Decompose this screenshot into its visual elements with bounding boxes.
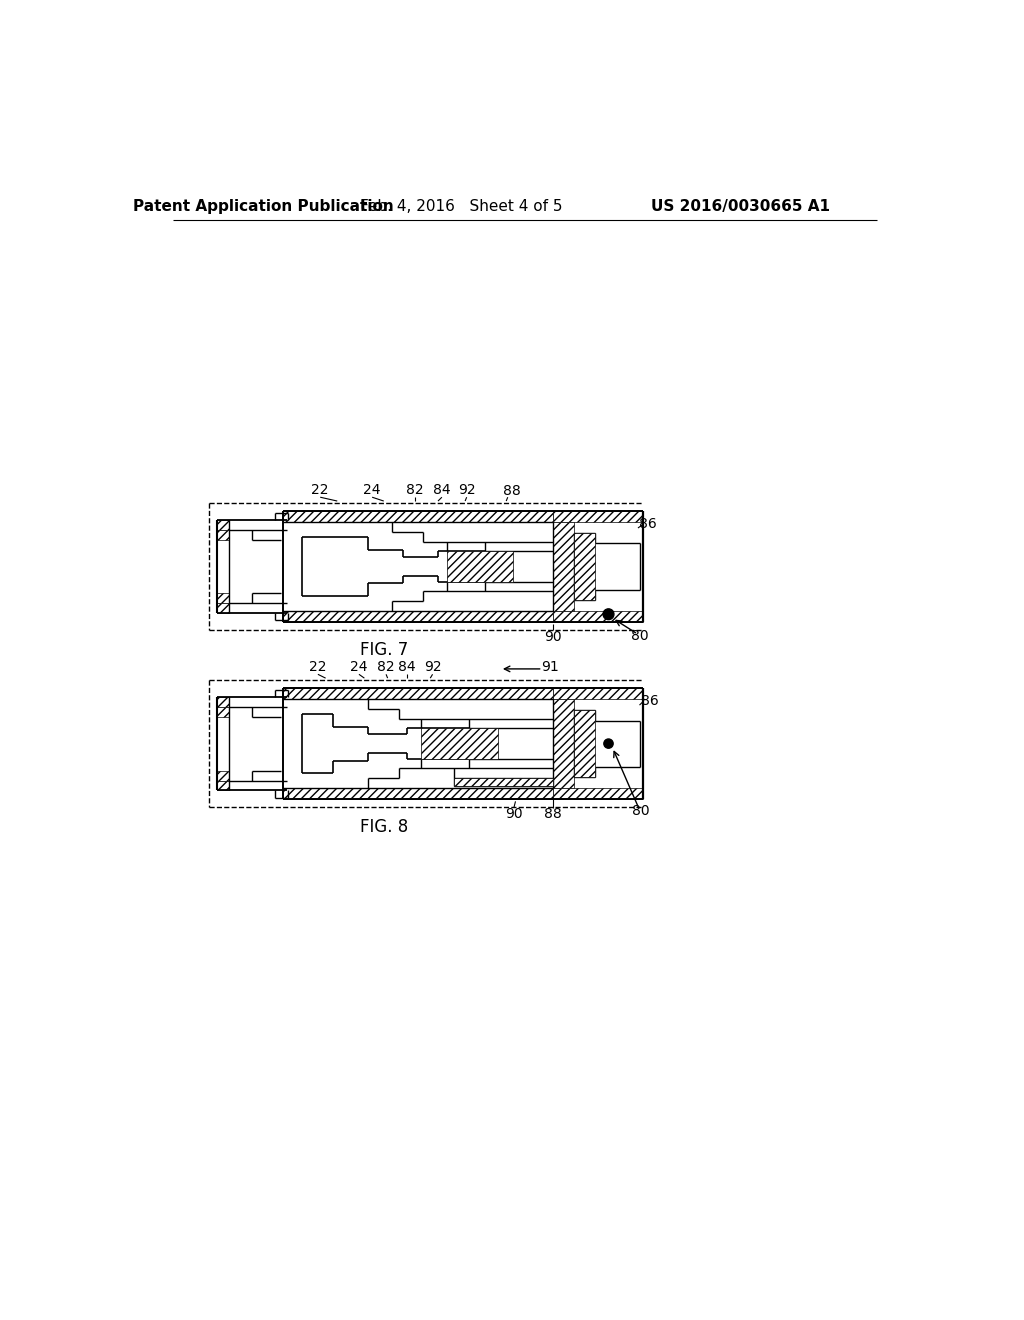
Bar [421,729,499,759]
Text: 88: 88 [503,484,520,498]
Bar [217,520,228,529]
Text: 82: 82 [406,483,424,496]
Bar [454,779,553,785]
Bar [553,511,643,521]
Text: 24: 24 [364,483,381,496]
Bar [553,788,643,799]
Text: 90: 90 [544,631,561,644]
Text: FIG. 8: FIG. 8 [359,818,408,836]
Bar [217,771,228,780]
Bar [447,552,513,582]
Bar [574,533,595,601]
Text: Patent Application Publication: Patent Application Publication [133,198,394,214]
Text: 86: 86 [640,517,657,531]
Text: FIG. 7: FIG. 7 [359,640,408,659]
Bar [217,780,228,789]
Text: 90: 90 [505,808,523,821]
Circle shape [604,739,613,748]
Text: 22: 22 [311,483,329,496]
Text: 24: 24 [350,660,368,673]
Bar [217,594,228,603]
Text: 82: 82 [377,660,395,673]
Circle shape [603,609,614,619]
Bar [283,788,553,799]
Bar [553,688,643,700]
Text: 22: 22 [309,660,327,673]
Text: 86: 86 [641,694,658,709]
Bar [283,511,553,521]
Bar [574,710,595,777]
Bar [217,706,228,717]
Text: 84: 84 [398,660,416,673]
Text: US 2016/0030665 A1: US 2016/0030665 A1 [650,198,829,214]
Text: 84: 84 [433,483,451,496]
Text: 80: 80 [632,804,650,818]
Text: 91: 91 [542,660,559,673]
Bar [283,688,553,700]
Text: 80: 80 [631,628,648,643]
Bar [553,521,574,611]
Text: 92: 92 [458,483,475,496]
Bar [553,611,643,622]
Text: 92: 92 [424,660,441,673]
Bar [217,603,228,612]
Text: Feb. 4, 2016   Sheet 4 of 5: Feb. 4, 2016 Sheet 4 of 5 [360,198,562,214]
Bar [283,611,553,622]
Bar [553,700,574,788]
Bar [217,529,228,540]
Bar [217,697,228,706]
Text: 88: 88 [544,808,561,821]
